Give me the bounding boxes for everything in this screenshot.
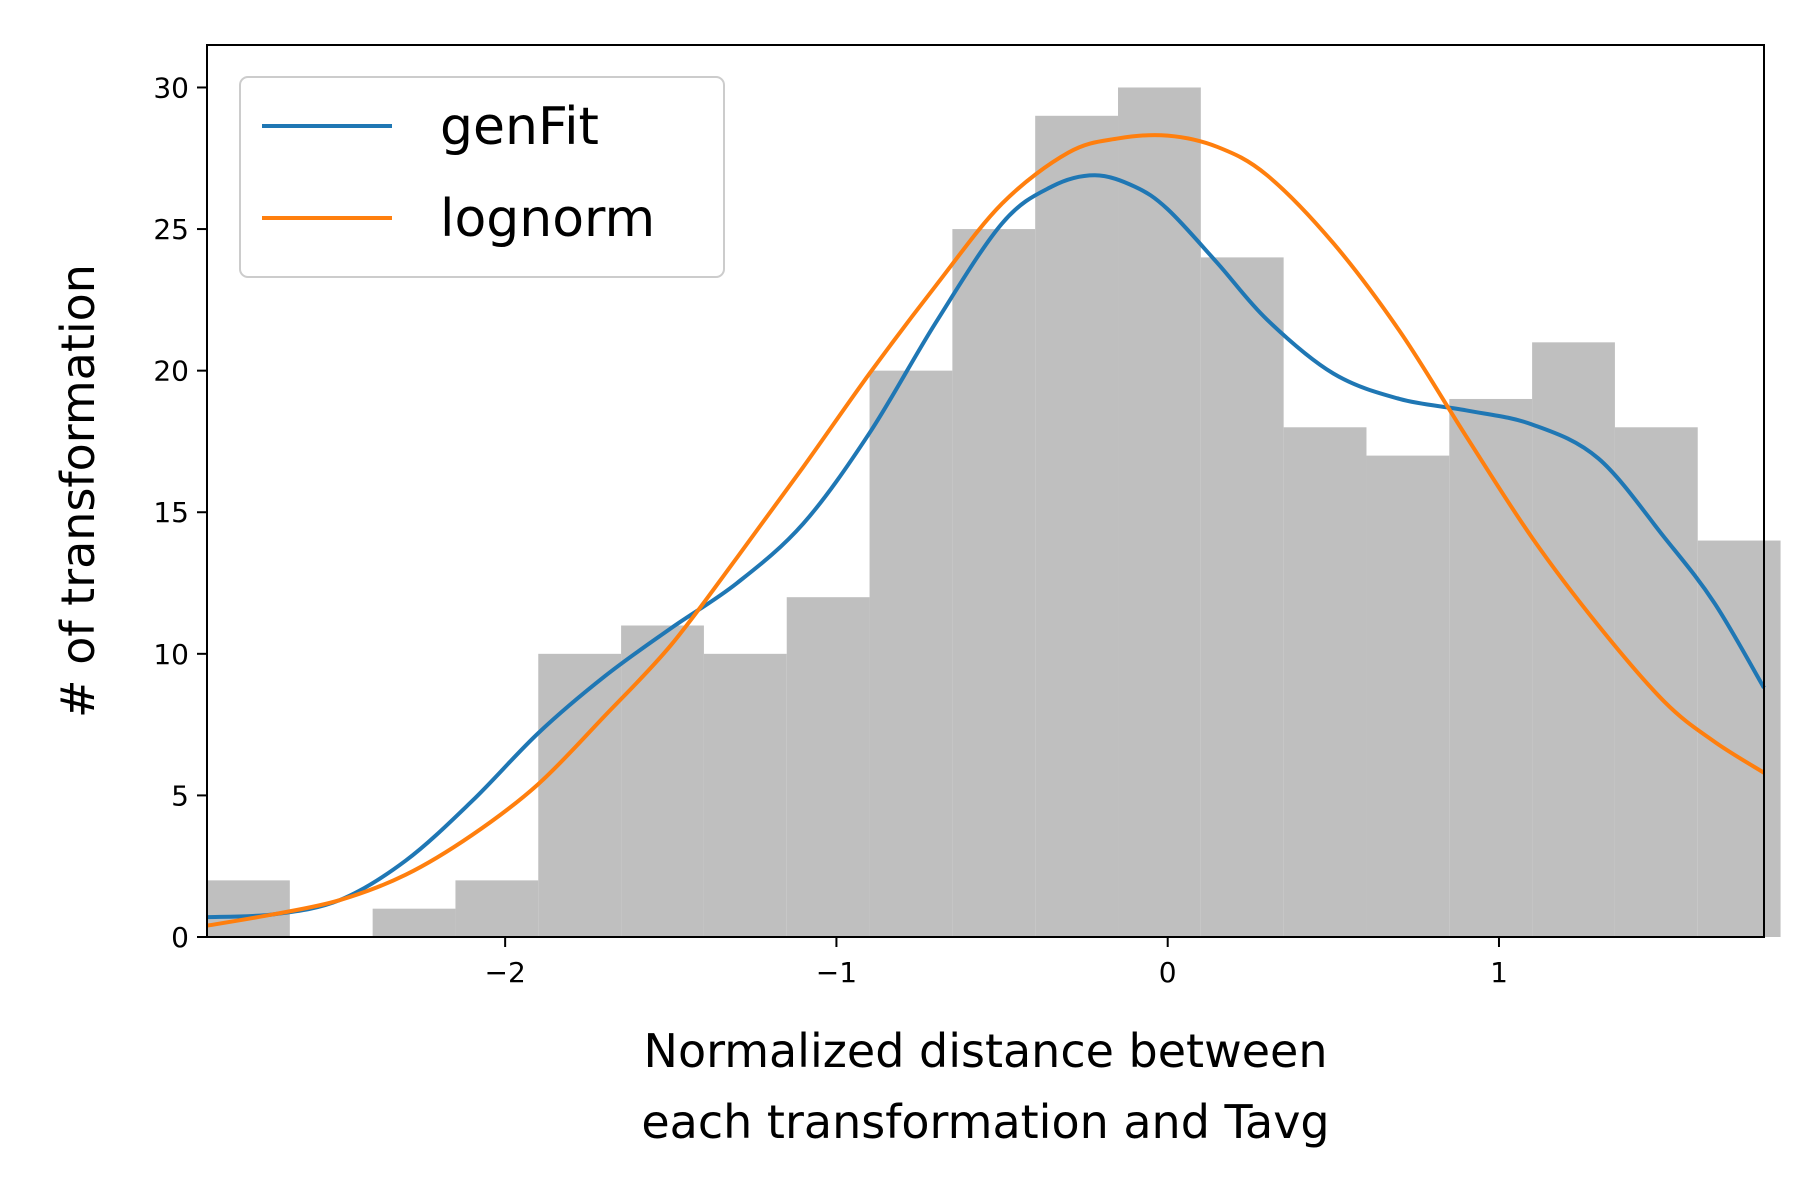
series-line-lognorm	[206, 133, 1766, 928]
y-tick-label: 25	[153, 213, 189, 246]
legend-label-genfit: genFit	[440, 97, 599, 157]
y-tick-label: 5	[171, 779, 189, 812]
plot-frame	[206, 44, 1765, 938]
x-axis-label-line-2: each transformation and Tavg	[641, 1095, 1329, 1149]
histogram-bar	[703, 653, 787, 937]
y-axis-ticks: 0 5 10 15 20 25 30	[153, 71, 207, 954]
histogram-bar	[1283, 427, 1367, 937]
series-line-genfit	[206, 173, 1766, 920]
histogram-bar	[1200, 257, 1284, 937]
y-tick-label: 0	[171, 921, 189, 954]
x-tick-label: −1	[816, 956, 857, 989]
histogram-bar	[207, 880, 290, 937]
histogram-bars	[207, 87, 1781, 938]
x-tick-label: −2	[485, 956, 526, 989]
y-tick-label: 20	[153, 355, 189, 388]
histogram-bar	[869, 370, 953, 938]
histogram-bar	[1532, 342, 1615, 937]
histogram-bar	[538, 653, 622, 937]
x-tick-label: 1	[1490, 956, 1508, 989]
histogram-bar	[621, 625, 704, 937]
histogram-bar	[1449, 398, 1533, 937]
fit-curves	[206, 133, 1766, 928]
histogram-bar	[952, 229, 1036, 938]
y-axis-label: # of transformation	[51, 264, 105, 718]
histogram-bar	[455, 880, 539, 937]
histogram-bar	[1366, 455, 1450, 937]
legend-label-lognorm: lognorm	[440, 189, 655, 249]
histogram-bar	[786, 597, 870, 937]
histogram-bar	[1118, 87, 1201, 937]
x-tick-label: 0	[1159, 956, 1177, 989]
y-tick-label: 15	[153, 496, 189, 529]
y-tick-label: 10	[153, 638, 189, 671]
histogram-bar	[1614, 427, 1698, 937]
legend: genFit lognorm	[239, 76, 725, 278]
x-axis-label-line-1: Normalized distance between	[644, 1024, 1328, 1078]
y-tick-label: 30	[153, 71, 189, 104]
histogram-bar	[372, 908, 456, 937]
histogram-bar	[1035, 115, 1119, 938]
x-axis-ticks: −2 −1 0 1	[485, 937, 1508, 989]
